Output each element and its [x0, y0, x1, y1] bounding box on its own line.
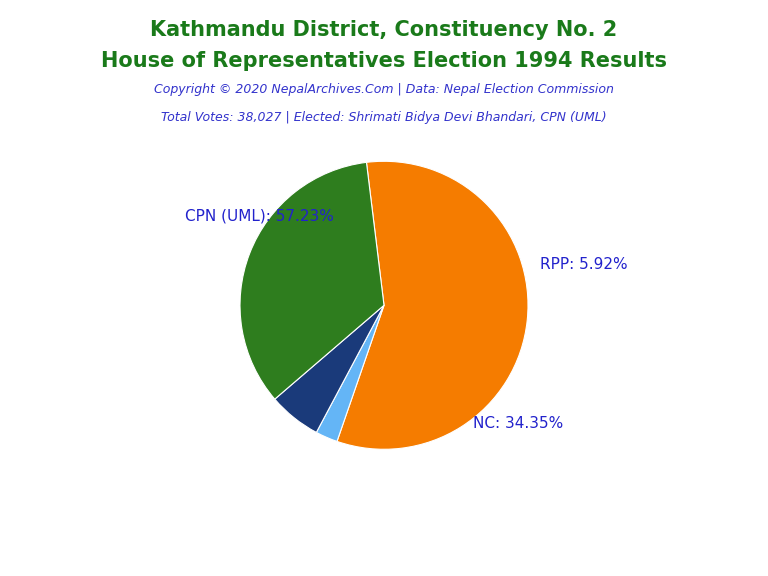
Text: NC: 34.35%: NC: 34.35%	[473, 416, 564, 431]
Text: RPP: 5.92%: RPP: 5.92%	[539, 257, 627, 272]
Text: Kathmandu District, Constituency No. 2: Kathmandu District, Constituency No. 2	[151, 20, 617, 40]
Text: Copyright © 2020 NepalArchives.Com | Data: Nepal Election Commission: Copyright © 2020 NepalArchives.Com | Dat…	[154, 83, 614, 96]
Wedge shape	[316, 305, 384, 441]
Text: Total Votes: 38,027 | Elected: Shrimati Bidya Devi Bhandari, CPN (UML): Total Votes: 38,027 | Elected: Shrimati …	[161, 111, 607, 124]
Wedge shape	[240, 162, 384, 399]
Wedge shape	[337, 161, 528, 449]
Text: CPN (UML): 57.23%: CPN (UML): 57.23%	[185, 209, 334, 223]
Wedge shape	[275, 305, 384, 433]
Text: House of Representatives Election 1994 Results: House of Representatives Election 1994 R…	[101, 51, 667, 71]
